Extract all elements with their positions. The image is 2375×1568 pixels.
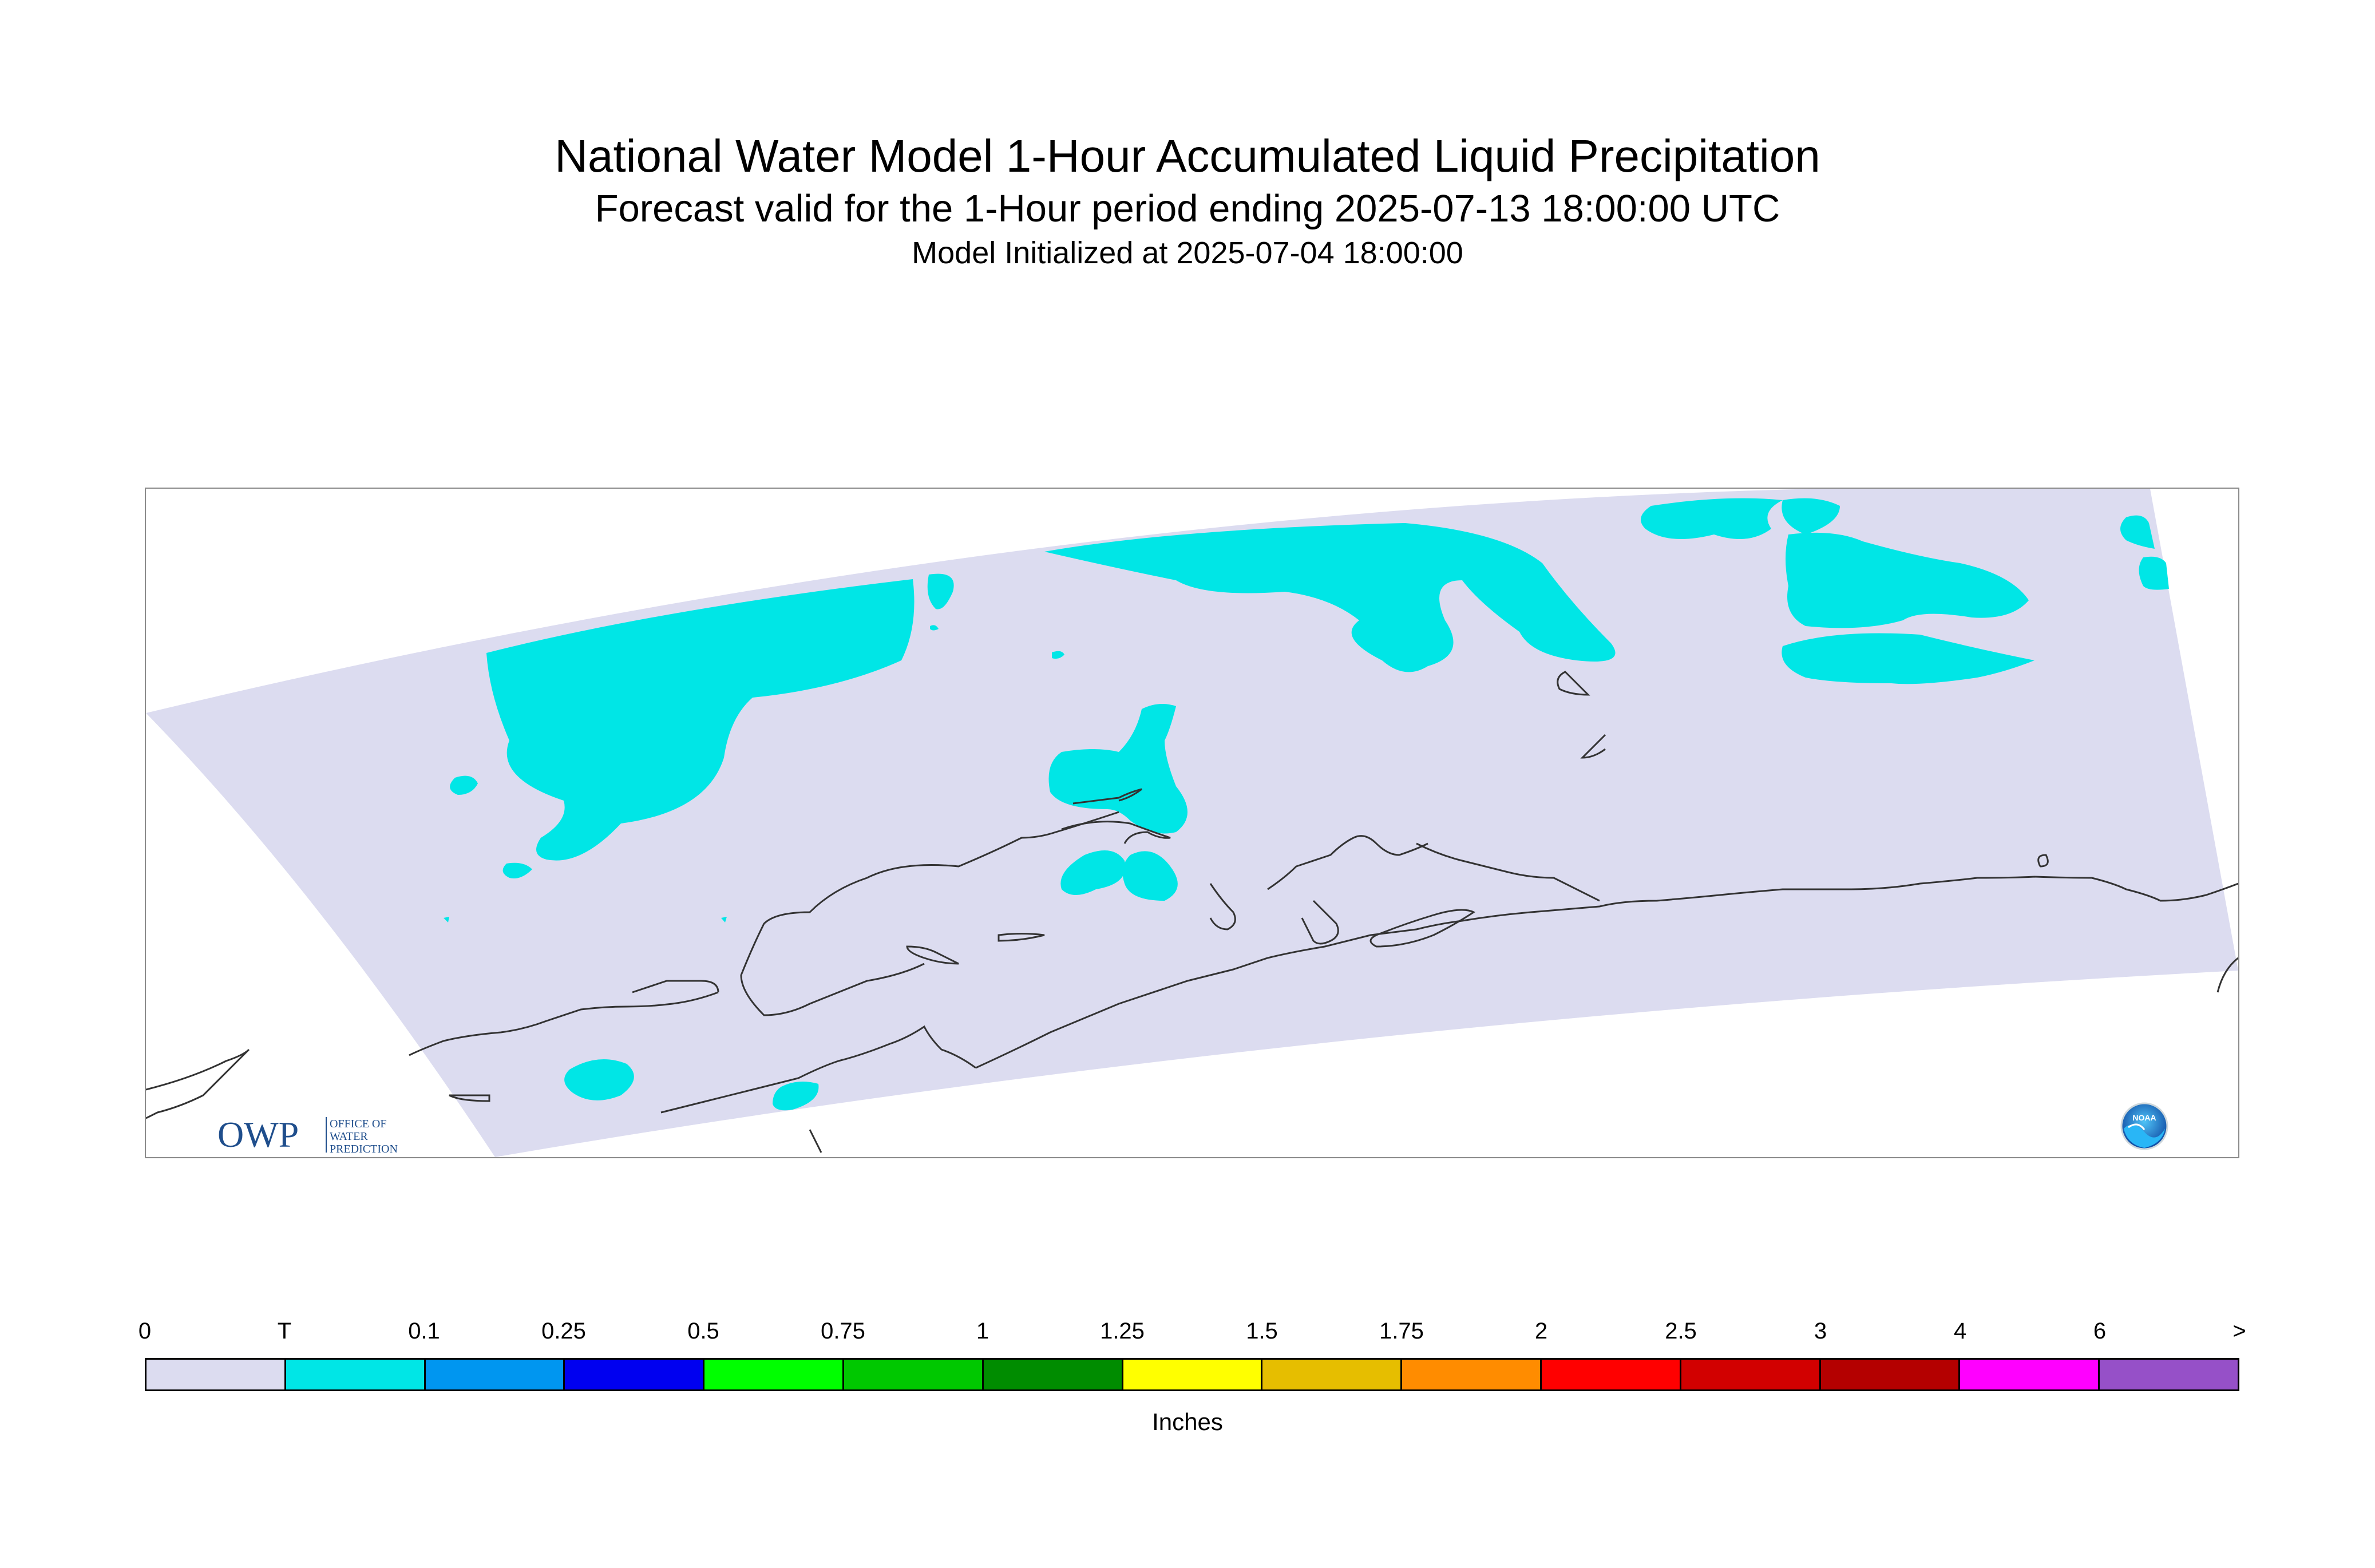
- precip-area: [1052, 651, 1064, 659]
- precip-area: [1122, 851, 1178, 901]
- legend-swatch: [1541, 1360, 1681, 1389]
- legend-swatch: [1820, 1360, 1961, 1389]
- coastline: [409, 991, 719, 1056]
- legend-tick-label: T: [277, 1318, 292, 1344]
- precip-area: [721, 917, 727, 922]
- legend-swatch: [425, 1360, 565, 1389]
- coastline: [1209, 883, 1236, 930]
- forecast-valid-subtitle: Forecast valid for the 1-Hour period end…: [595, 187, 1780, 230]
- legend-tick-label: 1.25: [1100, 1318, 1145, 1344]
- coastline: [632, 980, 719, 993]
- legend-swatch: [2100, 1360, 2238, 1389]
- coastline: [975, 876, 2092, 1069]
- legend-swatch: [1123, 1360, 1263, 1389]
- legend-tick-label: 2.5: [1665, 1318, 1697, 1344]
- legend-tick-label: 2: [1534, 1318, 1548, 1344]
- legend-swatch: [147, 1360, 286, 1389]
- legend-tick-label: 3: [1814, 1318, 1827, 1344]
- coastline: [1267, 835, 1428, 890]
- coastline: [2216, 957, 2238, 993]
- owp-logo-line3: PREDICTION: [330, 1143, 398, 1155]
- coastline: [998, 933, 1045, 942]
- coastline: [146, 1048, 250, 1119]
- precip-area: [1048, 704, 1188, 834]
- coastline: [660, 1025, 976, 1114]
- precip-area: [450, 775, 478, 795]
- map-panel: OWP OFFICE OF WATER PREDICTION NOAA: [145, 488, 2239, 1158]
- legend-tick-label: 6: [2093, 1318, 2107, 1344]
- owp-logo-line1: OFFICE OF: [330, 1118, 386, 1130]
- coastline: [2091, 877, 2238, 902]
- precip-area: [773, 1082, 819, 1111]
- precip-area: [1044, 523, 1616, 672]
- precip-area: [502, 862, 532, 878]
- legend-swatch: [1402, 1360, 1542, 1389]
- precip-colorbar: [145, 1358, 2239, 1391]
- map-title: National Water Model 1-Hour Accumulated …: [555, 130, 1820, 181]
- precip-area: [930, 625, 939, 631]
- coastline: [1580, 734, 1606, 759]
- coastline: [1369, 909, 1475, 948]
- coastline: [906, 945, 959, 965]
- coastline: [1061, 821, 1171, 844]
- precip-area: [2120, 515, 2155, 549]
- legend-swatch: [565, 1360, 705, 1389]
- coastline: [1301, 900, 1339, 945]
- model-init-line: Model Initialized at 2025-07-04 18:00:00: [912, 236, 1463, 270]
- precip-area: [2139, 556, 2169, 590]
- coastlines: [146, 671, 2238, 1153]
- owp-logo-letters: OWP: [217, 1114, 299, 1155]
- legend-swatch: [704, 1360, 844, 1389]
- precip-area: [444, 917, 449, 922]
- noaa-seal-icon: NOAA: [2120, 1102, 2168, 1150]
- legend-tick-label: >: [2232, 1318, 2246, 1344]
- legend-tick-label: 0.5: [687, 1318, 719, 1344]
- precip-area: [1641, 498, 1783, 539]
- precip-area: [1782, 498, 1840, 534]
- precip-area: [1786, 532, 2029, 628]
- legend-tick-label: 1.5: [1246, 1318, 1278, 1344]
- precip-area: [486, 579, 915, 861]
- coastline: [1416, 842, 1600, 902]
- coastline: [449, 1094, 490, 1102]
- noaa-seal-text: NOAA: [2132, 1113, 2156, 1122]
- legend-swatch: [286, 1360, 426, 1389]
- precip-map: [146, 489, 2238, 1157]
- precip-area: [1782, 633, 2034, 684]
- legend-tick-label: 1: [976, 1318, 989, 1344]
- legend-tick-label: 0.75: [821, 1318, 865, 1344]
- owp-logo: OWP OFFICE OF WATER PREDICTION: [217, 1114, 398, 1155]
- coastline: [1072, 788, 1142, 805]
- legend-tick-label: 4: [1953, 1318, 1967, 1344]
- legend-tick-label: 0.1: [408, 1318, 440, 1344]
- precip-areas: [444, 498, 2169, 1111]
- owp-logo-line2: WATER: [330, 1130, 368, 1143]
- legend-tick-label: 0: [138, 1318, 152, 1344]
- legend-tick-label: 1.75: [1379, 1318, 1424, 1344]
- precip-area: [927, 573, 954, 609]
- coastline: [1557, 671, 1590, 696]
- precip-area: [564, 1059, 634, 1100]
- precip-area: [1060, 850, 1126, 895]
- legend-swatch: [1681, 1360, 1821, 1389]
- legend-swatch: [1960, 1360, 2100, 1389]
- coastline: [809, 1129, 822, 1153]
- coastline: [2037, 854, 2049, 868]
- legend-unit-label: Inches: [1152, 1408, 1223, 1435]
- legend-swatch: [844, 1360, 984, 1389]
- legend-tick-label: 0.25: [541, 1318, 586, 1344]
- coastline: [740, 811, 1119, 1016]
- legend-swatch: [983, 1360, 1123, 1389]
- legend-swatch: [1262, 1360, 1403, 1389]
